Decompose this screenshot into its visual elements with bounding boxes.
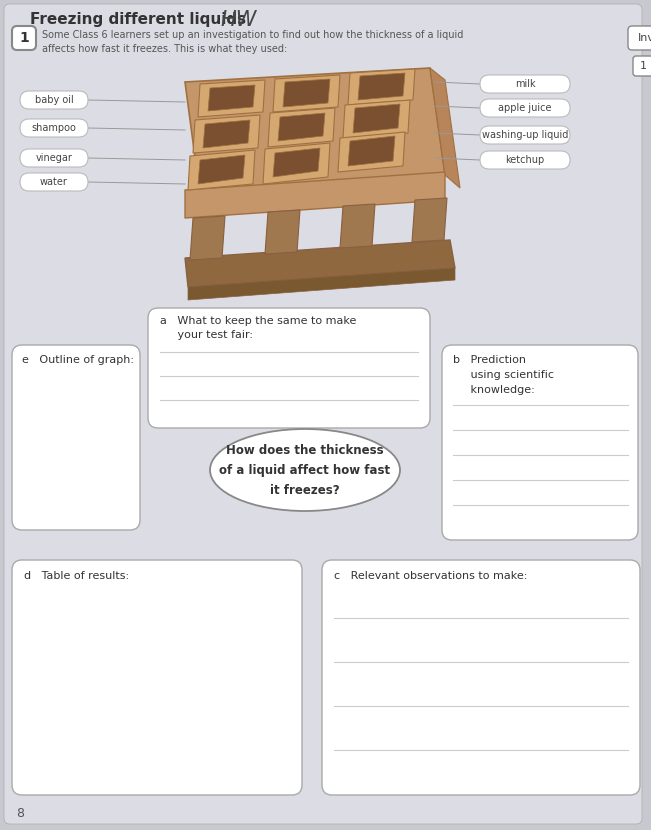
FancyBboxPatch shape [442,345,638,540]
FancyBboxPatch shape [4,4,642,824]
Text: How does the thickness
of a liquid affect how fast
it freezes?: How does the thickness of a liquid affec… [219,443,391,496]
Text: b   Prediction
     using scientific
     knowledge:: b Prediction using scientific knowledge: [453,355,554,394]
FancyBboxPatch shape [20,91,88,109]
Polygon shape [188,268,455,300]
Polygon shape [198,80,265,117]
Polygon shape [273,148,320,177]
Polygon shape [412,198,447,242]
Text: a   What to keep the same to make
     your test fair:: a What to keep the same to make your tes… [160,316,356,340]
FancyBboxPatch shape [12,26,36,50]
Text: Inv: Inv [638,33,651,43]
Text: baby oil: baby oil [35,95,74,105]
Polygon shape [273,75,340,112]
Text: Freezing different liquids: Freezing different liquids [30,12,246,27]
Polygon shape [353,104,400,133]
FancyBboxPatch shape [480,99,570,117]
FancyBboxPatch shape [480,75,570,93]
FancyBboxPatch shape [480,126,570,144]
Text: e   Outline of graph:: e Outline of graph: [22,355,134,365]
FancyBboxPatch shape [20,149,88,167]
Text: washing-up liquid: washing-up liquid [482,130,568,140]
Text: vinegar: vinegar [36,153,72,163]
FancyBboxPatch shape [12,345,140,530]
Ellipse shape [210,429,400,511]
Polygon shape [268,108,335,147]
Polygon shape [283,79,330,107]
Text: ketchup: ketchup [505,155,545,165]
Text: water: water [40,177,68,187]
Polygon shape [203,120,250,148]
Polygon shape [185,172,445,218]
FancyBboxPatch shape [20,119,88,137]
Text: Some Class 6 learners set up an investigation to find out how the thickness of a: Some Class 6 learners set up an investig… [42,30,464,54]
Polygon shape [343,100,410,138]
Text: HW: HW [220,10,256,30]
Polygon shape [188,150,255,190]
Polygon shape [278,113,325,141]
FancyBboxPatch shape [322,560,640,795]
Text: 1: 1 [639,61,646,71]
Polygon shape [208,85,255,111]
Text: 8: 8 [16,807,24,820]
Text: apple juice: apple juice [498,103,552,113]
Polygon shape [358,73,405,100]
FancyBboxPatch shape [628,26,651,50]
Text: c   Relevant observations to make:: c Relevant observations to make: [334,571,527,581]
Polygon shape [340,204,375,248]
Polygon shape [190,216,225,260]
Polygon shape [185,240,455,287]
Polygon shape [430,68,460,188]
FancyBboxPatch shape [480,151,570,169]
Text: d   Table of results:: d Table of results: [24,571,129,581]
Text: 1: 1 [19,31,29,45]
FancyBboxPatch shape [633,56,651,76]
Text: shampoo: shampoo [31,123,76,133]
Polygon shape [263,143,330,184]
FancyBboxPatch shape [20,173,88,191]
Polygon shape [348,136,395,166]
Polygon shape [338,132,405,172]
FancyBboxPatch shape [148,308,430,428]
Text: milk: milk [515,79,535,89]
Polygon shape [265,210,300,254]
Polygon shape [348,69,415,105]
Polygon shape [193,115,260,153]
Polygon shape [198,155,245,184]
Polygon shape [185,68,445,195]
FancyBboxPatch shape [12,560,302,795]
